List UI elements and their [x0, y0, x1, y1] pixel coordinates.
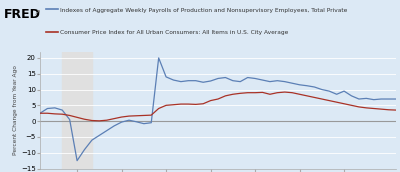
- Text: FRED: FRED: [4, 8, 41, 21]
- Bar: [62, 52, 92, 169]
- Text: ↗: ↗: [34, 8, 41, 17]
- Text: Indexes of Aggregate Weekly Payrolls of Production and Nonsupervisory Employees,: Indexes of Aggregate Weekly Payrolls of …: [60, 8, 347, 13]
- Y-axis label: Percent Change from Year Ago: Percent Change from Year Ago: [13, 65, 18, 155]
- Text: Consumer Price Index for All Urban Consumers: All Items in U.S. City Average: Consumer Price Index for All Urban Consu…: [60, 30, 288, 35]
